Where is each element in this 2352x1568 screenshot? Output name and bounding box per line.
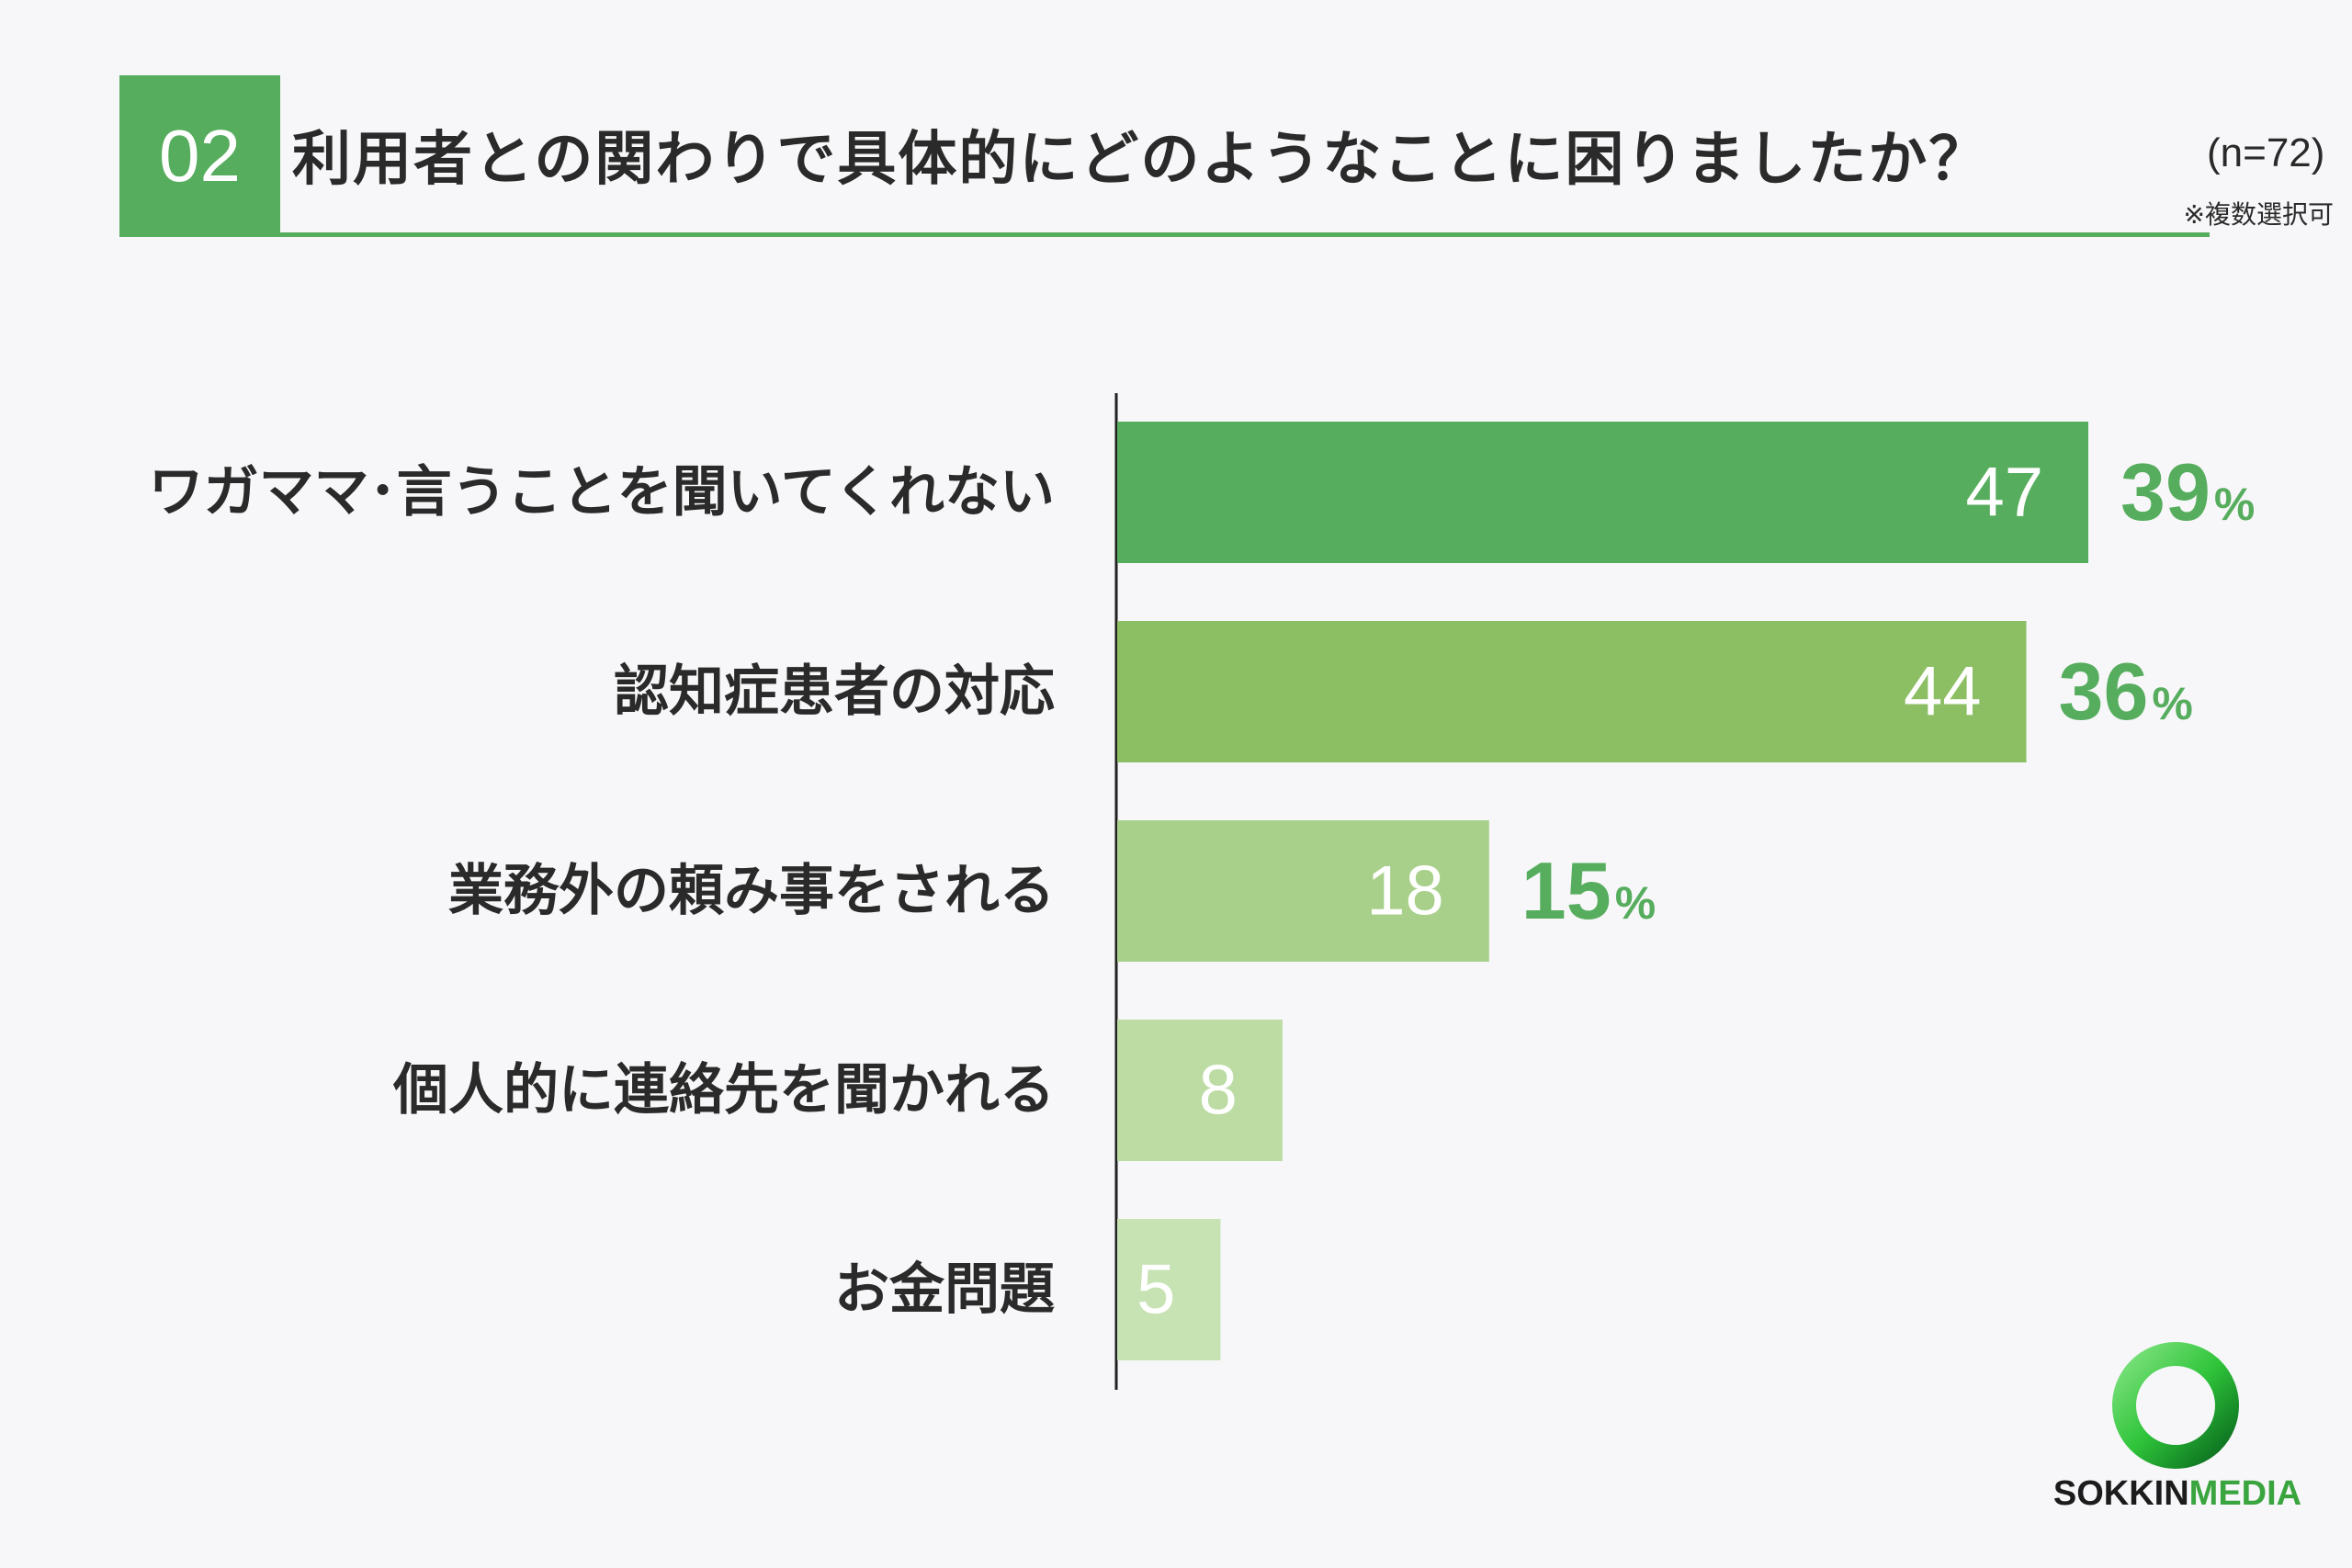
sample-size: (n=72) (2207, 130, 2325, 175)
category-label-1: ワガママ･言うことを聞いてくれない (149, 460, 1055, 525)
logo-wordmark: SOKKINMEDIA (2044, 1474, 2311, 1514)
value-label-5: 5 (1136, 1251, 1175, 1329)
header: 02 利用者との関わりで具体的にどのようなことに困りましたか？ (n=72) ※… (0, 0, 2352, 257)
value-label-1: 47 (1965, 454, 2043, 532)
category-label-4: 個人的に連絡先を聞かれる (392, 1058, 1055, 1122)
value-label-3: 18 (1366, 852, 1444, 931)
category-label-2: 認知症患者の対応 (614, 660, 1055, 724)
value-label-4: 8 (1199, 1052, 1238, 1130)
percent-label-3: 15% (1521, 845, 1656, 936)
logo-text-sokkin: SOKKIN (2052, 1474, 2189, 1513)
question-title: 利用者との関わりで具体的にどのようなことに困りましたか？ (292, 126, 1990, 194)
sokkin-media-logo: SOKKINMEDIA (2044, 1337, 2311, 1520)
multiple-choice-note: ※複数選択可 (2183, 199, 2334, 230)
logo-ring-icon (2112, 1342, 2239, 1469)
question-number-badge: 02 (119, 75, 280, 236)
bar-2 (1117, 621, 2027, 762)
category-label-5: お金問題 (834, 1258, 1055, 1322)
title-underline (119, 232, 2210, 237)
logo-text-media: MEDIA (2188, 1474, 2302, 1513)
value-label-2: 44 (1904, 653, 1982, 731)
bars-group: ワガママ･言うことを聞いてくれない 47 39% 認知症患者の対応 44 36% 業務外の頼… (149, 422, 2255, 1360)
category-label-3: 業務外の頼み事をされる (448, 859, 1055, 923)
bar-1 (1117, 422, 2088, 563)
bar-5 (1117, 1219, 1221, 1360)
bar-4 (1117, 1020, 1283, 1161)
percent-label-2: 36% (2059, 646, 2193, 737)
percent-label-1: 39% (2120, 446, 2255, 537)
bar-3 (1117, 820, 1489, 962)
